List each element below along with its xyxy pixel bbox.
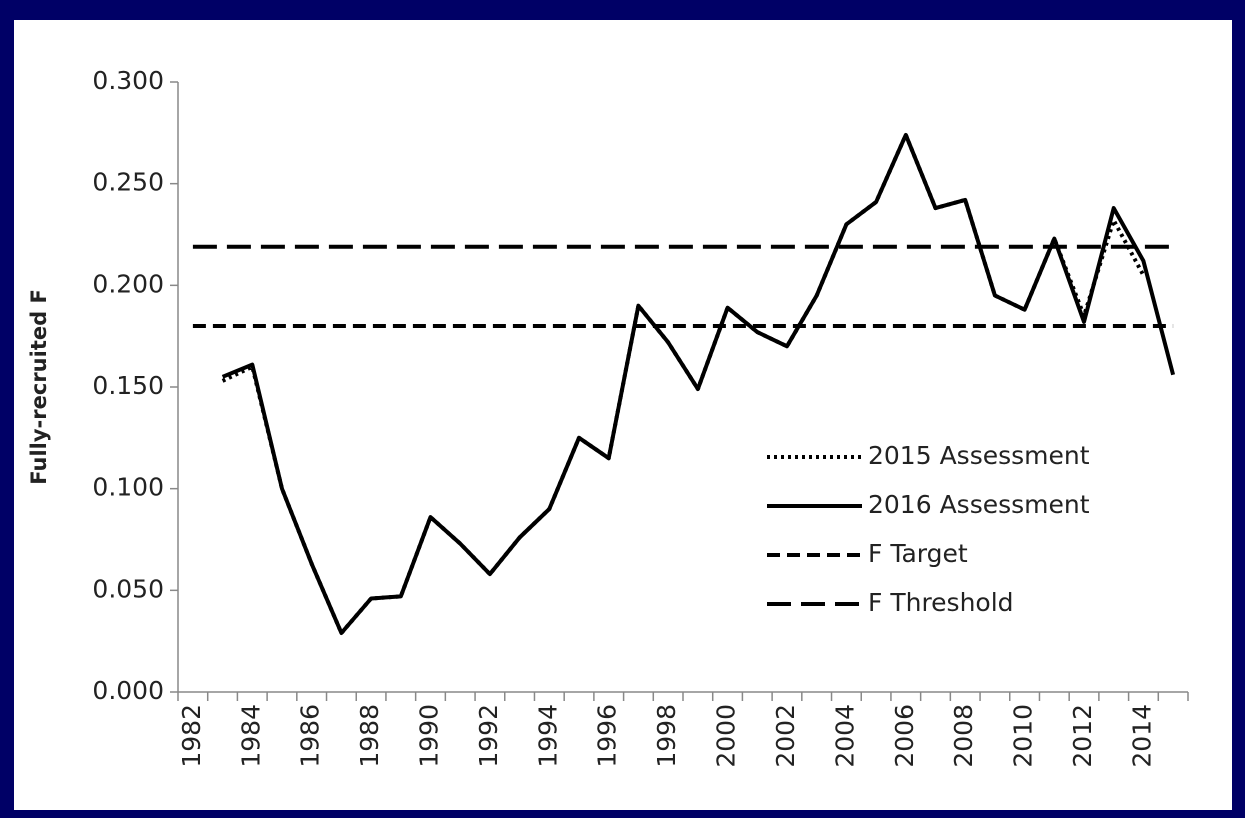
x-tick-label: 1992 xyxy=(474,704,503,768)
legend-label: 2015 Assessment xyxy=(868,441,1090,470)
x-tick-label: 2004 xyxy=(830,704,859,768)
x-tick-label: 1982 xyxy=(177,704,206,768)
y-tick-label: 0.050 xyxy=(92,574,164,603)
legend-label: 2016 Assessment xyxy=(868,490,1090,519)
x-tick-label: 1986 xyxy=(296,704,325,768)
series-line xyxy=(221,132,1176,635)
x-tick-label: 1996 xyxy=(593,704,622,768)
x-tick-label: 2014 xyxy=(1127,704,1156,768)
y-tick-label: 0.200 xyxy=(92,269,164,298)
x-tick-label: 1994 xyxy=(533,704,562,768)
x-tick-label: 2000 xyxy=(712,704,741,768)
y-tick-label: 0.150 xyxy=(92,371,164,400)
panel xyxy=(14,20,1232,810)
y-tick-label: 0.250 xyxy=(92,168,164,197)
x-tick-label: 2002 xyxy=(771,704,800,768)
x-tick-label: 1988 xyxy=(355,704,384,768)
y-tick-label: 0.300 xyxy=(92,66,164,95)
y-axis-label: Fully-recruited F xyxy=(27,289,51,485)
y-tick-label: 0.000 xyxy=(92,676,164,705)
legend-label: F Target xyxy=(868,539,968,568)
x-tick-label: 1990 xyxy=(415,704,444,768)
x-tick-label: 1984 xyxy=(236,704,265,768)
x-tick-label: 2008 xyxy=(949,704,978,768)
x-tick-label: 2010 xyxy=(1009,704,1038,768)
y-tick-label: 0.100 xyxy=(92,473,164,502)
x-tick-label: 1998 xyxy=(652,704,681,768)
x-tick-label: 2006 xyxy=(890,704,919,768)
legend-label: F Threshold xyxy=(868,588,1014,617)
x-tick-label: 2012 xyxy=(1068,704,1097,768)
